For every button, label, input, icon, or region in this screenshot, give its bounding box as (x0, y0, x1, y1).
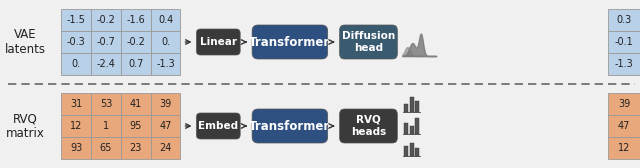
Text: 31: 31 (70, 99, 82, 109)
Text: 93: 93 (70, 143, 82, 153)
FancyBboxPatch shape (150, 137, 180, 159)
FancyBboxPatch shape (150, 93, 180, 115)
Text: 47: 47 (159, 121, 172, 131)
FancyBboxPatch shape (91, 31, 121, 53)
FancyBboxPatch shape (121, 31, 150, 53)
Text: 65: 65 (100, 143, 112, 153)
Text: 39: 39 (618, 99, 630, 109)
FancyBboxPatch shape (150, 31, 180, 53)
Text: 0.7: 0.7 (128, 59, 143, 69)
Text: Diffusion
head: Diffusion head (342, 31, 395, 53)
Text: 53: 53 (100, 99, 112, 109)
Text: RVQ
heads: RVQ heads (351, 115, 386, 137)
FancyBboxPatch shape (252, 109, 328, 143)
Text: 41: 41 (130, 99, 142, 109)
Bar (415, 118, 419, 134)
Text: 23: 23 (129, 143, 142, 153)
FancyBboxPatch shape (608, 53, 640, 75)
Text: 0.: 0. (161, 37, 170, 47)
Text: 47: 47 (618, 121, 630, 131)
Text: 24: 24 (159, 143, 172, 153)
FancyBboxPatch shape (91, 93, 121, 115)
Bar (404, 146, 408, 156)
Bar (404, 123, 408, 134)
Text: Embed: Embed (198, 121, 238, 131)
FancyBboxPatch shape (61, 115, 91, 137)
Text: -1.3: -1.3 (614, 59, 634, 69)
FancyBboxPatch shape (608, 9, 640, 31)
Text: -0.1: -0.1 (614, 37, 634, 47)
FancyBboxPatch shape (340, 109, 397, 143)
Text: 0.4: 0.4 (158, 15, 173, 25)
FancyBboxPatch shape (196, 29, 240, 55)
FancyBboxPatch shape (121, 9, 150, 31)
FancyBboxPatch shape (340, 25, 397, 59)
FancyBboxPatch shape (121, 93, 150, 115)
FancyBboxPatch shape (121, 115, 150, 137)
FancyBboxPatch shape (61, 137, 91, 159)
Bar (404, 104, 408, 112)
Text: 12: 12 (70, 121, 83, 131)
FancyBboxPatch shape (91, 137, 121, 159)
Text: -1.6: -1.6 (126, 15, 145, 25)
FancyBboxPatch shape (608, 137, 640, 159)
Text: -0.7: -0.7 (97, 37, 115, 47)
Text: 1: 1 (103, 121, 109, 131)
FancyBboxPatch shape (252, 25, 328, 59)
FancyBboxPatch shape (61, 31, 91, 53)
FancyBboxPatch shape (608, 93, 640, 115)
Bar (410, 126, 413, 134)
Text: 39: 39 (159, 99, 172, 109)
FancyBboxPatch shape (150, 115, 180, 137)
FancyBboxPatch shape (150, 9, 180, 31)
Text: 0.3: 0.3 (616, 15, 632, 25)
FancyBboxPatch shape (61, 9, 91, 31)
FancyBboxPatch shape (91, 115, 121, 137)
Text: -1.3: -1.3 (156, 59, 175, 69)
Text: 12: 12 (618, 143, 630, 153)
Text: -0.2: -0.2 (97, 15, 115, 25)
Text: Transformer: Transformer (249, 119, 330, 133)
FancyBboxPatch shape (196, 113, 240, 139)
FancyBboxPatch shape (61, 93, 91, 115)
Text: 95: 95 (129, 121, 142, 131)
FancyBboxPatch shape (121, 53, 150, 75)
FancyBboxPatch shape (61, 53, 91, 75)
Bar (410, 97, 413, 112)
FancyBboxPatch shape (121, 137, 150, 159)
Text: -1.5: -1.5 (67, 15, 86, 25)
Text: RVQ
matrix: RVQ matrix (6, 112, 45, 140)
FancyBboxPatch shape (150, 53, 180, 75)
Text: -0.3: -0.3 (67, 37, 85, 47)
Bar (415, 101, 419, 112)
Text: -0.2: -0.2 (126, 37, 145, 47)
Bar (415, 148, 419, 156)
Text: Transformer: Transformer (249, 35, 330, 49)
Text: Linear: Linear (200, 37, 237, 47)
Bar (410, 143, 413, 156)
FancyBboxPatch shape (91, 53, 121, 75)
Text: -2.4: -2.4 (97, 59, 115, 69)
FancyBboxPatch shape (91, 9, 121, 31)
Text: VAE
latents: VAE latents (5, 28, 46, 56)
Text: 0.: 0. (72, 59, 81, 69)
FancyBboxPatch shape (608, 31, 640, 53)
FancyBboxPatch shape (608, 115, 640, 137)
